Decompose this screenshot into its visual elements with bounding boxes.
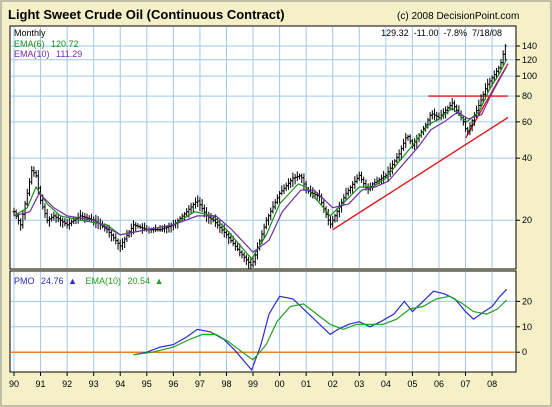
price-y-tick-label: 40: [522, 153, 532, 163]
pmo-legend: PMO 24.76 ▲ EMA(10) 20.54 ▲: [14, 276, 164, 286]
pmo-y-tick-label: 20: [522, 296, 532, 306]
price-y-tick-label: 120: [522, 55, 537, 65]
x-tick-label: 03: [354, 379, 364, 389]
x-tick-label: 91: [36, 379, 46, 389]
pmo-legend-value: 24.76: [41, 276, 64, 286]
trendline-long-term: [332, 116, 509, 231]
x-tick-label: 92: [62, 379, 72, 389]
pmo-up-arrow-icon: ▲: [68, 276, 77, 286]
x-tick-label: 07: [461, 379, 471, 389]
last-quote: 129.32 -11.00 -7.8% 7/18/08: [381, 28, 502, 38]
x-tick-label: 97: [195, 379, 205, 389]
ema6-legend-label: EMA(6): [14, 39, 45, 49]
pmo-y-axis: 0 10 20: [516, 296, 532, 357]
pmo-y-tick-label: 0: [522, 347, 527, 357]
price-y-tick-label: 100: [522, 71, 537, 81]
credit-text: (c) 2008 DecisionPoint.com: [397, 11, 519, 22]
chart-title: Light Sweet Crude Oil (Continuous Contra…: [8, 7, 285, 22]
x-tick-label: 02: [328, 379, 338, 389]
ema6-legend-value: 120.72: [51, 39, 79, 49]
x-axis: 90 91 92 93 94 95 96 97 98 99 00 01 02 03 04 05 06 07 08: [9, 372, 497, 389]
pmo-legend-label: PMO: [14, 276, 35, 286]
price-grid: [11, 27, 515, 268]
x-tick-label: 94: [115, 379, 125, 389]
price-y-tick-label: 20: [522, 215, 532, 225]
price-panel: [9, 25, 517, 270]
pmo-ema-legend-value: 20.54: [128, 276, 151, 286]
price-y-axis: 20 40 60 80 100 120 140: [516, 41, 537, 225]
price-y-tick-label: 60: [522, 117, 532, 127]
price-y-tick-label: 140: [522, 41, 537, 51]
pmo-lines: [133, 288, 508, 372]
x-tick-label: 04: [381, 379, 391, 389]
price-ema-lines: [13, 58, 508, 260]
x-tick-label: 96: [168, 379, 178, 389]
period-label: Monthly: [14, 28, 46, 38]
pmo-panel: [9, 270, 517, 373]
x-tick-label: 95: [142, 379, 152, 389]
x-tick-label: 99: [248, 379, 258, 389]
ema10-legend-label: EMA(10): [14, 49, 50, 59]
x-tick-label: 90: [9, 379, 19, 389]
x-tick-label: 05: [407, 379, 417, 389]
ema10-line: [13, 66, 508, 254]
ema10-legend-value: 111.29: [56, 49, 82, 59]
ema6-legend: EMA(6) 120.72: [14, 39, 79, 49]
pmo-ema-legend-label: EMA(10): [86, 276, 122, 286]
ema10-legend: EMA(10) 111.29: [14, 49, 82, 59]
pmo-ema-line: [133, 295, 508, 361]
price-y-tick-label: 80: [522, 91, 532, 101]
x-tick-label: 00: [275, 379, 285, 389]
x-tick-label: 08: [487, 379, 497, 389]
x-tick-label: 98: [221, 379, 231, 389]
x-tick-label: 06: [434, 379, 444, 389]
pmo-ema-up-arrow-icon: ▲: [155, 276, 164, 286]
pmo-y-tick-label: 10: [522, 322, 532, 332]
ema6-line: [13, 58, 508, 260]
x-tick-label: 01: [301, 379, 311, 389]
x-tick-label: 93: [89, 379, 99, 389]
